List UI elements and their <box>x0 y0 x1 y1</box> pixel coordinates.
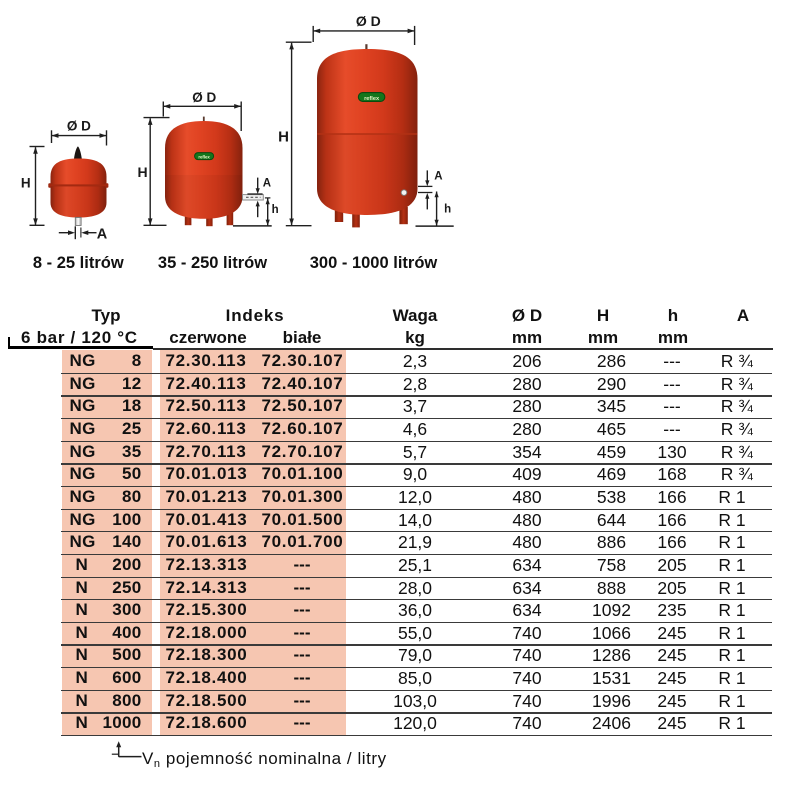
svg-text:A: A <box>263 178 271 190</box>
svg-text:reflex: reflex <box>198 154 210 159</box>
svg-text:h: h <box>272 204 279 216</box>
svg-text:H: H <box>21 176 31 191</box>
svg-text:A: A <box>97 226 108 242</box>
svg-text:reflex: reflex <box>364 96 380 102</box>
svg-text:A: A <box>434 170 442 182</box>
svg-text:Ø D: Ø D <box>356 13 381 29</box>
svg-text:Ø D: Ø D <box>67 118 91 133</box>
svg-text:h: h <box>444 203 451 215</box>
svg-text:H: H <box>278 129 289 146</box>
svg-text:Ø D: Ø D <box>192 90 216 105</box>
svg-text:H: H <box>138 164 148 180</box>
